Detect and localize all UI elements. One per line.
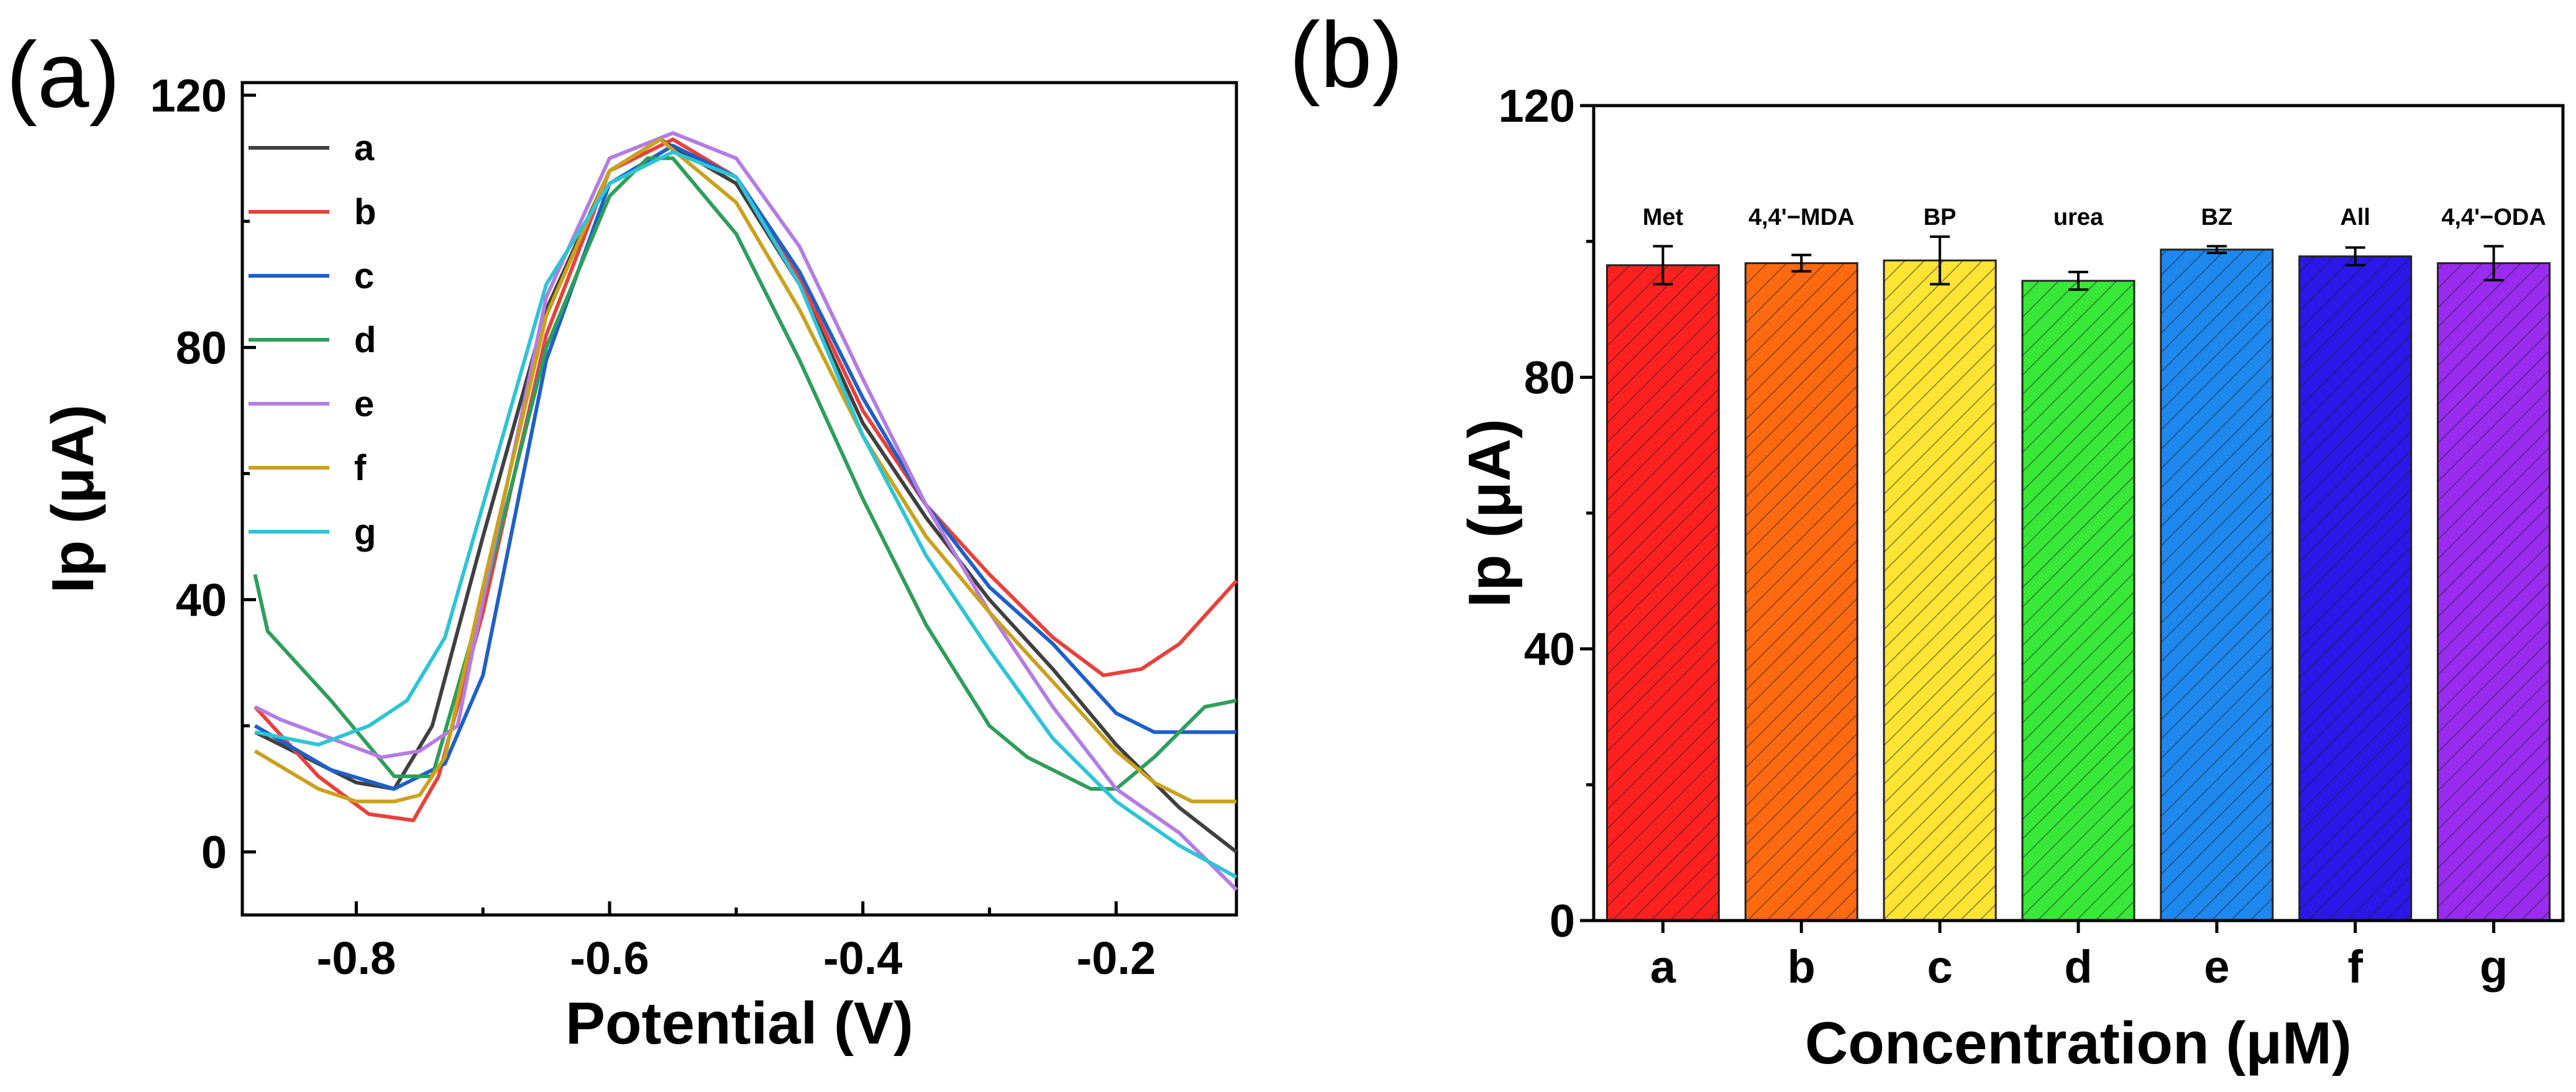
bar-hatch-d [2022,281,2134,921]
panel-b-y-tick-label: 0 [1550,895,1575,947]
bar-hatch-b [1745,263,1858,921]
bar-hatch-c [1884,260,1996,921]
bar-label-e: BZ [2201,204,2233,230]
panel-b-bars: Met 4,4'−MDA BP urea BZ All 4,4'−ODA [1605,204,2551,922]
panel-a-series-lines [253,131,1238,891]
legend-label-f: f [354,448,367,488]
bar-label-g: 4,4'−ODA [2441,204,2546,230]
panel-a-x-axis-title: Potential (V) [565,990,913,1057]
panel-a-x-tick-label: -0.2 [1077,932,1156,984]
panel-b-x-tick-label: f [2347,941,2363,993]
bar-hatch-e [2160,249,2273,921]
panel-b-x-tick-label: g [2480,941,2508,993]
panel-b-y-tick-label: 120 [1499,80,1575,132]
series-line-b [253,137,1238,822]
panel-a-label: (a) [6,22,120,127]
legend-label-e: e [354,384,374,424]
panel-a-plot-frame [240,81,1238,917]
series-line-a [254,137,1238,853]
panel-b-x-tick-label: c [1927,941,1953,993]
panel-b-x-tick-label: e [2204,941,2229,993]
panel-a-y-tick-label: 40 [176,574,227,626]
panel-b-x-tick-label: b [1788,941,1816,993]
panel-a-x-tick-label: -0.8 [317,932,396,984]
legend-label-c: c [354,256,374,296]
panel-b-axes: 0 40 80 120 a b c d e f g [1499,80,2508,993]
series-line-e [254,131,1238,891]
panel-b-y-axis-title: Ip (μA) [1456,419,1523,607]
bar-label-b: 4,4'−MDA [1748,204,1855,230]
series-line-d [253,156,1237,791]
series-line-g [254,150,1238,879]
bar-hatch-f [2299,256,2411,921]
panel-b-x-tick-label: a [1650,941,1676,993]
panel-b-label: (b) [1289,2,1403,107]
panel-a-y-tick-label: 80 [176,322,227,373]
series-line-f [253,137,1236,804]
panel-b-y-tick-label: 80 [1524,352,1575,403]
panel-b-x-tick-label: d [2064,941,2092,993]
panel-a-x-tick-label: -0.6 [570,932,649,984]
legend-label-a: a [354,128,375,168]
legend-label-d: d [354,320,376,360]
panel-b-bar-chart: (b) Met 4,4'−MDA BP urea BZ All 4,4'−ODA 0 40 80… [1289,2,2565,1076]
panel-b-x-axis-title: Concentration (μM) [1805,1010,2352,1076]
panel-a-x-tick-label: -0.4 [823,932,903,984]
panel-a-y-tick-label: 120 [150,70,227,121]
legend-label-b: b [354,192,376,232]
bar-hatch-g [2437,263,2550,921]
bar-label-f: All [2340,204,2370,230]
series-line-c [253,143,1236,791]
bar-label-c: BP [1924,204,1957,230]
panel-a-y-axis-title: Ip (μA) [40,404,106,593]
panel-b-y-tick-label: 40 [1524,624,1575,675]
legend-label-g: g [354,512,376,552]
bar-label-a: Met [1643,204,1684,230]
panel-a-y-tick-label: 0 [201,826,227,878]
bar-label-d: urea [2053,204,2104,230]
panel-a-axes: -0.8 -0.6 -0.4 -0.2 0 40 80 120 [150,70,1156,984]
bar-hatch-a [1607,265,1719,921]
